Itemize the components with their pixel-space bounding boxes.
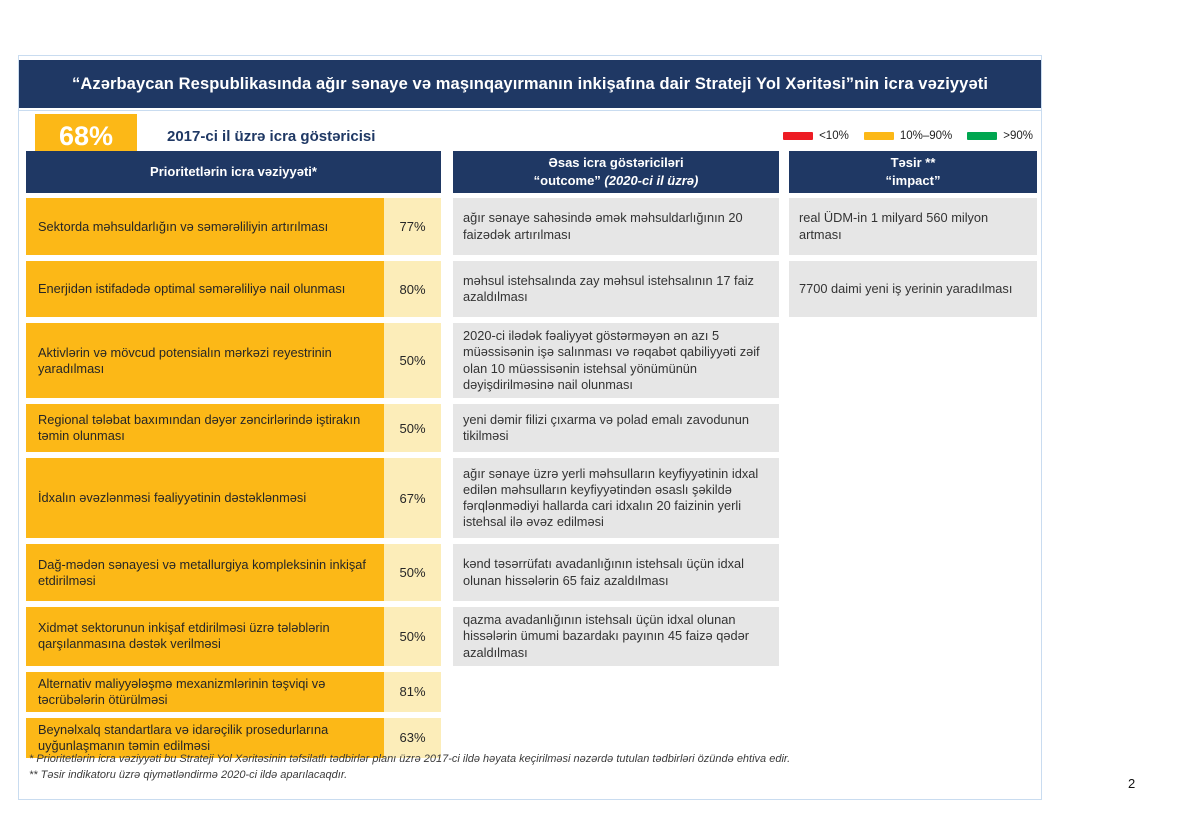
priority-label: Enerjidən istifadədə optimal səmərəliliy… <box>26 261 384 317</box>
outcome-cell: yeni dəmir filizi çıxarma və polad emalı… <box>453 404 779 452</box>
table-row: Sektorda məhsuldarlığın və səmərəliliyin… <box>19 198 1041 255</box>
priority-cell: Xidmət sektorunun inkişaf etdirilməsi üz… <box>26 607 441 666</box>
column-header-impact: Təsir ** “impact” <box>789 151 1037 193</box>
priority-label: Regional tələbat baxımından dəyər zəncir… <box>26 404 384 452</box>
priority-percent: 67% <box>384 458 441 538</box>
header-divider <box>19 110 1041 111</box>
priority-label: Beynəlxalq standartlara və idarəçilik pr… <box>26 717 384 758</box>
table-row: Alternativ maliyyələşmə mexanizmlərinin … <box>19 671 1041 712</box>
report-frame: “Azərbaycan Respublikasında ağır sənaye … <box>18 55 1042 800</box>
priority-label: Alternativ maliyyələşmə mexanizmlərinin … <box>26 671 384 712</box>
priorities-header-label: Prioritetlərin icra vəziyyəti* <box>150 164 317 180</box>
priority-percent: 63% <box>384 717 441 758</box>
outcome-cell: ağır sənaye sahəsində əmək məhsuldarlığı… <box>453 198 779 255</box>
priority-percent: 80% <box>384 261 441 317</box>
legend-label-high: >90% <box>1003 130 1033 142</box>
legend-label-mid: 10%–90% <box>899 130 953 142</box>
outcome-note: (2020-ci il üzrə) <box>604 173 699 188</box>
footnote-priorities: * Prioritetlərin icra vəziyyəti bu Strat… <box>29 753 791 765</box>
priority-cell: Regional tələbat baxımından dəyər zəncir… <box>26 404 441 452</box>
legend: <10% 10%–90% >90% <box>783 118 1033 154</box>
priority-cell: Beynəlxalq standartlara və idarəçilik pr… <box>26 717 441 758</box>
impact-header-subtitle: “impact” <box>885 173 941 188</box>
priority-cell: Enerjidən istifadədə optimal səmərəliliy… <box>26 261 441 317</box>
priority-cell: Aktivlərin və mövcud potensialın mərkəzi… <box>26 323 441 398</box>
outcome-cell: kənd təsərrüfatı avadanlığının istehsalı… <box>453 544 779 601</box>
impact-cell: real ÜDM-in 1 milyard 560 milyon artması <box>789 198 1037 255</box>
summary-label: 2017-ci il üzrə icra göstəricisi <box>167 127 376 145</box>
priority-cell: İdxalın əvəzlənməsi fəaliyyətinin dəstək… <box>26 458 441 538</box>
priority-label: Sektorda məhsuldarlığın və səmərəliliyin… <box>26 198 384 255</box>
outcome-cell: qazma avadanlığının istehsalı üçün idxal… <box>453 607 779 666</box>
priority-percent: 50% <box>384 607 441 666</box>
table-header-row: Prioritetlərin icra vəziyyəti* Əsas icra… <box>19 151 1041 193</box>
outcome-quote: “outcome” <box>533 173 601 188</box>
table-row: Beynəlxalq standartlara və idarəçilik pr… <box>19 717 1041 758</box>
outcome-header-title: Əsas icra göstəriciləri <box>548 155 684 171</box>
outcome-header-subtitle: “outcome” (2020-ci il üzrə) <box>534 172 699 190</box>
priority-cell: Alternativ maliyyələşmə mexanizmlərinin … <box>26 671 441 712</box>
outcome-cell: məhsul istehsalında zay məhsul istehsalı… <box>453 261 779 317</box>
priority-percent: 77% <box>384 198 441 255</box>
table-body: Sektorda məhsuldarlığın və səmərəliliyin… <box>19 198 1041 764</box>
priority-percent: 50% <box>384 544 441 601</box>
overall-percent-badge: 68% <box>35 114 137 158</box>
table-row: Regional tələbat baxımından dəyər zəncir… <box>19 404 1041 452</box>
table-row: Dağ-mədən sənayesi və metallurgiya kompl… <box>19 544 1041 601</box>
legend-swatch-green <box>967 132 998 140</box>
legend-item-low: <10% <box>783 130 849 142</box>
column-header-outcome: Əsas icra göstəriciləri “outcome” (2020-… <box>453 151 779 193</box>
priority-cell: Sektorda məhsuldarlığın və səmərəliliyin… <box>26 198 441 255</box>
column-header-priorities: Prioritetlərin icra vəziyyəti* <box>26 151 441 193</box>
table-row: Enerjidən istifadədə optimal səmərəliliy… <box>19 261 1041 317</box>
table-row: Xidmət sektorunun inkişaf etdirilməsi üz… <box>19 607 1041 666</box>
priority-label: Aktivlərin və mövcud potensialın mərkəzi… <box>26 323 384 398</box>
outcome-cell: ağır sənaye üzrə yerli məhsulların keyfi… <box>453 458 779 538</box>
priority-percent: 50% <box>384 323 441 398</box>
footnote-impact: ** Təsir indikatoru üzrə qiymətləndirmə … <box>29 768 348 781</box>
legend-swatch-gold <box>863 132 894 140</box>
legend-item-high: >90% <box>967 130 1033 142</box>
legend-label-low: <10% <box>819 130 849 142</box>
page-number: 2 <box>1128 776 1136 791</box>
outcome-cell: 2020-ci ilədək fəaliyyət göstərməyən ən … <box>453 323 779 398</box>
legend-item-mid: 10%–90% <box>863 130 953 142</box>
footnotes: * Prioritetlərin icra vəziyyəti bu Strat… <box>29 752 1031 784</box>
priority-label: İdxalın əvəzlənməsi fəaliyyətinin dəstək… <box>26 458 384 538</box>
table-row: İdxalın əvəzlənməsi fəaliyyətinin dəstək… <box>19 458 1041 538</box>
table-row: Aktivlərin və mövcud potensialın mərkəzi… <box>19 323 1041 398</box>
priority-label: Xidmət sektorunun inkişaf etdirilməsi üz… <box>26 607 384 666</box>
priority-label: Dağ-mədən sənayesi və metallurgiya kompl… <box>26 544 384 601</box>
impact-header-title: Təsir ** <box>890 155 936 171</box>
impact-cell: 7700 daimi yeni iş yerinin yaradılması <box>789 261 1037 317</box>
page-title: “Azərbaycan Respublikasında ağır sənaye … <box>19 60 1041 108</box>
priority-cell: Dağ-mədən sənayesi və metallurgiya kompl… <box>26 544 441 601</box>
priority-percent: 81% <box>384 671 441 712</box>
legend-swatch-red <box>783 132 814 140</box>
priority-percent: 50% <box>384 404 441 452</box>
